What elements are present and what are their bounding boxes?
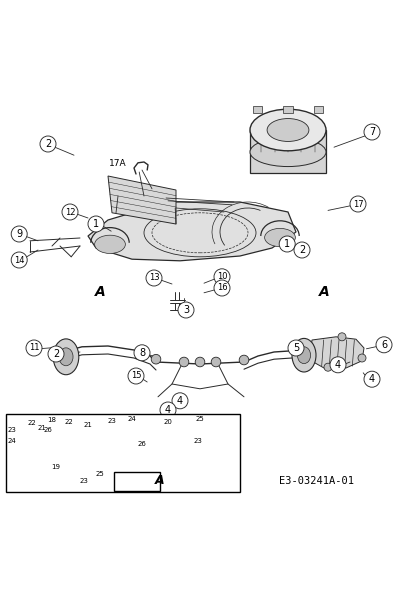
Text: 26: 26 [44, 427, 52, 433]
Text: 25: 25 [96, 470, 104, 476]
Text: 5: 5 [293, 343, 299, 353]
Ellipse shape [265, 229, 295, 247]
Text: 24: 24 [128, 416, 136, 422]
Text: 2: 2 [53, 349, 59, 359]
Ellipse shape [95, 235, 125, 253]
Text: A: A [95, 285, 105, 299]
Ellipse shape [250, 109, 326, 151]
Text: 19: 19 [52, 464, 60, 470]
Bar [314, 106, 323, 113]
Text: 20: 20 [164, 419, 172, 425]
Text: 21: 21 [38, 425, 46, 431]
Text: 1: 1 [93, 219, 99, 229]
Circle shape [178, 302, 194, 318]
Text: 16: 16 [217, 283, 227, 292]
Text: 17: 17 [353, 199, 363, 209]
Circle shape [288, 340, 304, 356]
Text: 21: 21 [84, 422, 92, 428]
Bar [253, 106, 262, 113]
Circle shape [338, 333, 346, 341]
Circle shape [279, 236, 295, 252]
Text: 13: 13 [149, 274, 159, 283]
Text: 4: 4 [177, 396, 183, 406]
Text: 25: 25 [196, 416, 204, 422]
Circle shape [62, 204, 78, 220]
Circle shape [146, 270, 162, 286]
Circle shape [48, 346, 64, 362]
Circle shape [214, 280, 230, 296]
Circle shape [128, 368, 144, 384]
Text: 12: 12 [65, 208, 75, 217]
Circle shape [214, 269, 230, 285]
Text: 15: 15 [131, 371, 141, 380]
Text: 18: 18 [48, 417, 56, 423]
Ellipse shape [59, 348, 73, 366]
Circle shape [134, 345, 150, 361]
Ellipse shape [297, 347, 311, 364]
Bar [283, 106, 293, 113]
Circle shape [211, 357, 221, 367]
Circle shape [11, 252, 27, 268]
Circle shape [151, 355, 161, 364]
Circle shape [11, 226, 27, 242]
Circle shape [350, 196, 366, 212]
Circle shape [160, 402, 176, 418]
Text: E3-03241A-01: E3-03241A-01 [278, 476, 354, 486]
Circle shape [294, 242, 310, 258]
Text: 23: 23 [108, 418, 116, 424]
Circle shape [324, 363, 332, 371]
Text: 26: 26 [138, 441, 146, 447]
Text: 14: 14 [14, 256, 24, 265]
Circle shape [88, 216, 104, 232]
Text: 2: 2 [45, 139, 51, 149]
Circle shape [364, 371, 380, 387]
Text: 4: 4 [369, 374, 375, 384]
Ellipse shape [267, 119, 309, 142]
Circle shape [330, 357, 346, 373]
Text: 7: 7 [369, 127, 375, 137]
Text: 23: 23 [194, 438, 202, 444]
Text: 8: 8 [139, 348, 145, 358]
Ellipse shape [53, 339, 79, 375]
Text: A: A [319, 285, 329, 299]
Text: 22: 22 [28, 420, 36, 426]
Circle shape [364, 124, 380, 140]
Text: 22: 22 [64, 419, 73, 425]
Text: 6: 6 [381, 340, 387, 350]
Polygon shape [88, 202, 296, 261]
Circle shape [40, 136, 56, 152]
Text: 17A: 17A [109, 159, 127, 168]
Ellipse shape [250, 137, 326, 167]
Text: 10: 10 [217, 272, 227, 281]
Text: A: A [155, 474, 165, 487]
Polygon shape [310, 337, 364, 368]
Text: 1: 1 [284, 239, 290, 249]
Text: 23: 23 [80, 478, 88, 484]
Circle shape [358, 354, 366, 362]
Text: 11: 11 [29, 343, 39, 352]
Text: 3: 3 [183, 305, 189, 315]
Bar [6, 414, 240, 492]
Circle shape [239, 355, 249, 365]
Circle shape [179, 357, 189, 367]
Text: 4: 4 [165, 405, 171, 415]
Text: 23: 23 [8, 427, 16, 433]
FancyBboxPatch shape [250, 130, 326, 173]
Circle shape [195, 357, 205, 367]
Polygon shape [108, 176, 176, 224]
Text: 24: 24 [8, 438, 16, 444]
Text: 2: 2 [299, 245, 305, 255]
Ellipse shape [292, 338, 316, 372]
Circle shape [376, 337, 392, 353]
Circle shape [26, 340, 42, 356]
Bar [114, 472, 160, 491]
Text: 9: 9 [16, 229, 22, 239]
Text: 4: 4 [335, 360, 341, 370]
Circle shape [172, 393, 188, 409]
